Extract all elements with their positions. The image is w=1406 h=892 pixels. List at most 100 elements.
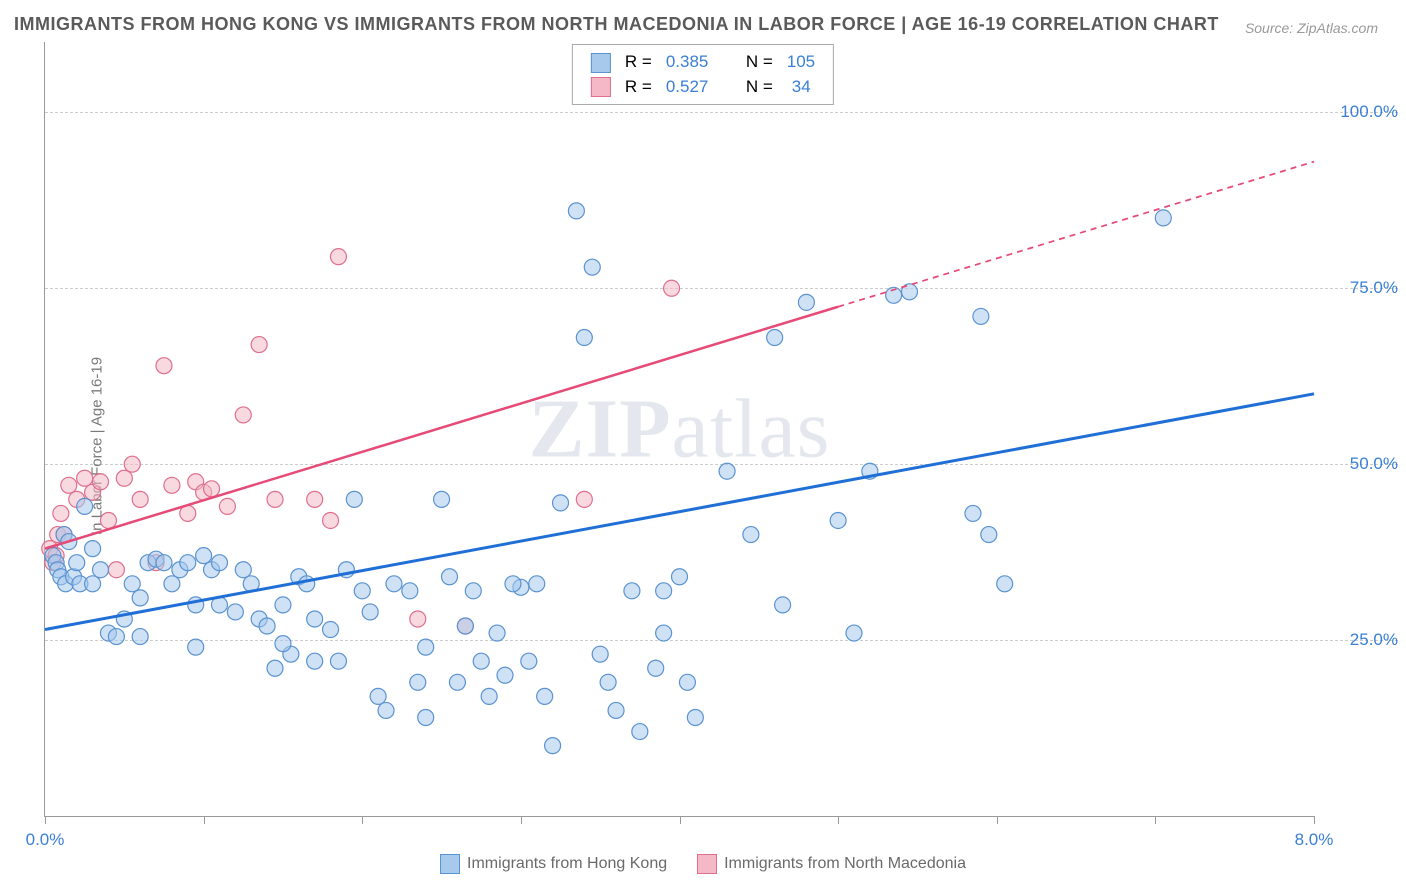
chart-title: IMMIGRANTS FROM HONG KONG VS IMMIGRANTS … (14, 14, 1219, 35)
scatter-point (489, 625, 505, 641)
scatter-point (648, 660, 664, 676)
scatter-point (307, 611, 323, 627)
scatter-point (307, 653, 323, 669)
scatter-point (378, 702, 394, 718)
scatter-point (481, 688, 497, 704)
scatter-point (124, 456, 140, 472)
scatter-point (275, 636, 291, 652)
x-tick (1314, 816, 1315, 824)
legend-row-series2: R =0.527 N =34 (585, 76, 821, 99)
scatter-point (132, 491, 148, 507)
scatter-point (330, 653, 346, 669)
x-tick (1155, 816, 1156, 824)
scatter-point (77, 470, 93, 486)
scatter-point (100, 512, 116, 528)
source-attribution: Source: ZipAtlas.com (1245, 20, 1378, 36)
scatter-point (180, 555, 196, 571)
scatter-point (981, 527, 997, 543)
scatter-point (973, 308, 989, 324)
scatter-point (299, 576, 315, 592)
scatter-point (204, 481, 220, 497)
x-tick (997, 816, 998, 824)
scatter-point (576, 491, 592, 507)
scatter-point (687, 709, 703, 725)
x-tick (45, 816, 46, 824)
scatter-point (846, 625, 862, 641)
trend-line (45, 394, 1314, 630)
scatter-point (418, 709, 434, 725)
legend-item-macedonia: Immigrants from North Macedonia (697, 854, 966, 874)
scatter-point (410, 611, 426, 627)
scatter-point (656, 625, 672, 641)
scatter-point (418, 639, 434, 655)
x-tick (362, 816, 363, 824)
scatter-svg (45, 42, 1314, 816)
chart-plot-area: ZIPatlas 25.0%50.0%75.0%100.0%0.0%8.0% (44, 42, 1314, 817)
scatter-point (108, 629, 124, 645)
scatter-point (267, 491, 283, 507)
y-tick-label: 75.0% (1326, 278, 1398, 298)
scatter-point (798, 294, 814, 310)
scatter-point (997, 576, 1013, 592)
scatter-point (632, 724, 648, 740)
scatter-point (624, 583, 640, 599)
legend-swatch-icon (697, 854, 717, 874)
scatter-point (767, 330, 783, 346)
scatter-point (505, 576, 521, 592)
scatter-point (307, 491, 323, 507)
scatter-point (370, 688, 386, 704)
scatter-point (323, 622, 339, 638)
scatter-point (330, 249, 346, 265)
correlation-legend: R =0.385 N =105 R =0.527 N =34 (572, 44, 834, 105)
scatter-point (529, 576, 545, 592)
x-tick (680, 816, 681, 824)
scatter-point (53, 505, 69, 521)
x-tick-label: 0.0% (26, 830, 65, 850)
bottom-legend: Immigrants from Hong Kong Immigrants fro… (0, 854, 1406, 874)
scatter-point (576, 330, 592, 346)
scatter-point (545, 738, 561, 754)
scatter-point (592, 646, 608, 662)
scatter-point (743, 527, 759, 543)
scatter-point (584, 259, 600, 275)
scatter-point (775, 597, 791, 613)
scatter-point (164, 576, 180, 592)
scatter-point (608, 702, 624, 718)
scatter-point (227, 604, 243, 620)
scatter-point (497, 667, 513, 683)
x-tick (521, 816, 522, 824)
scatter-point (1155, 210, 1171, 226)
scatter-point (434, 491, 450, 507)
scatter-point (275, 597, 291, 613)
x-tick (204, 816, 205, 824)
scatter-point (259, 618, 275, 634)
scatter-point (600, 674, 616, 690)
legend-swatch-pink (591, 77, 611, 97)
scatter-point (441, 569, 457, 585)
scatter-point (77, 498, 93, 514)
scatter-point (449, 674, 465, 690)
scatter-point (465, 583, 481, 599)
scatter-point (362, 604, 378, 620)
scatter-point (830, 512, 846, 528)
scatter-point (164, 477, 180, 493)
scatter-point (69, 555, 85, 571)
scatter-point (93, 474, 109, 490)
scatter-point (354, 583, 370, 599)
y-tick-label: 50.0% (1326, 454, 1398, 474)
scatter-point (251, 337, 267, 353)
scatter-point (85, 541, 101, 557)
scatter-point (346, 491, 362, 507)
scatter-point (156, 358, 172, 374)
scatter-point (537, 688, 553, 704)
scatter-point (457, 618, 473, 634)
scatter-point (521, 653, 537, 669)
scatter-point (211, 555, 227, 571)
legend-swatch-icon (440, 854, 460, 874)
scatter-point (323, 512, 339, 528)
scatter-point (219, 498, 235, 514)
scatter-point (235, 407, 251, 423)
scatter-point (61, 477, 77, 493)
scatter-point (568, 203, 584, 219)
scatter-point (85, 576, 101, 592)
